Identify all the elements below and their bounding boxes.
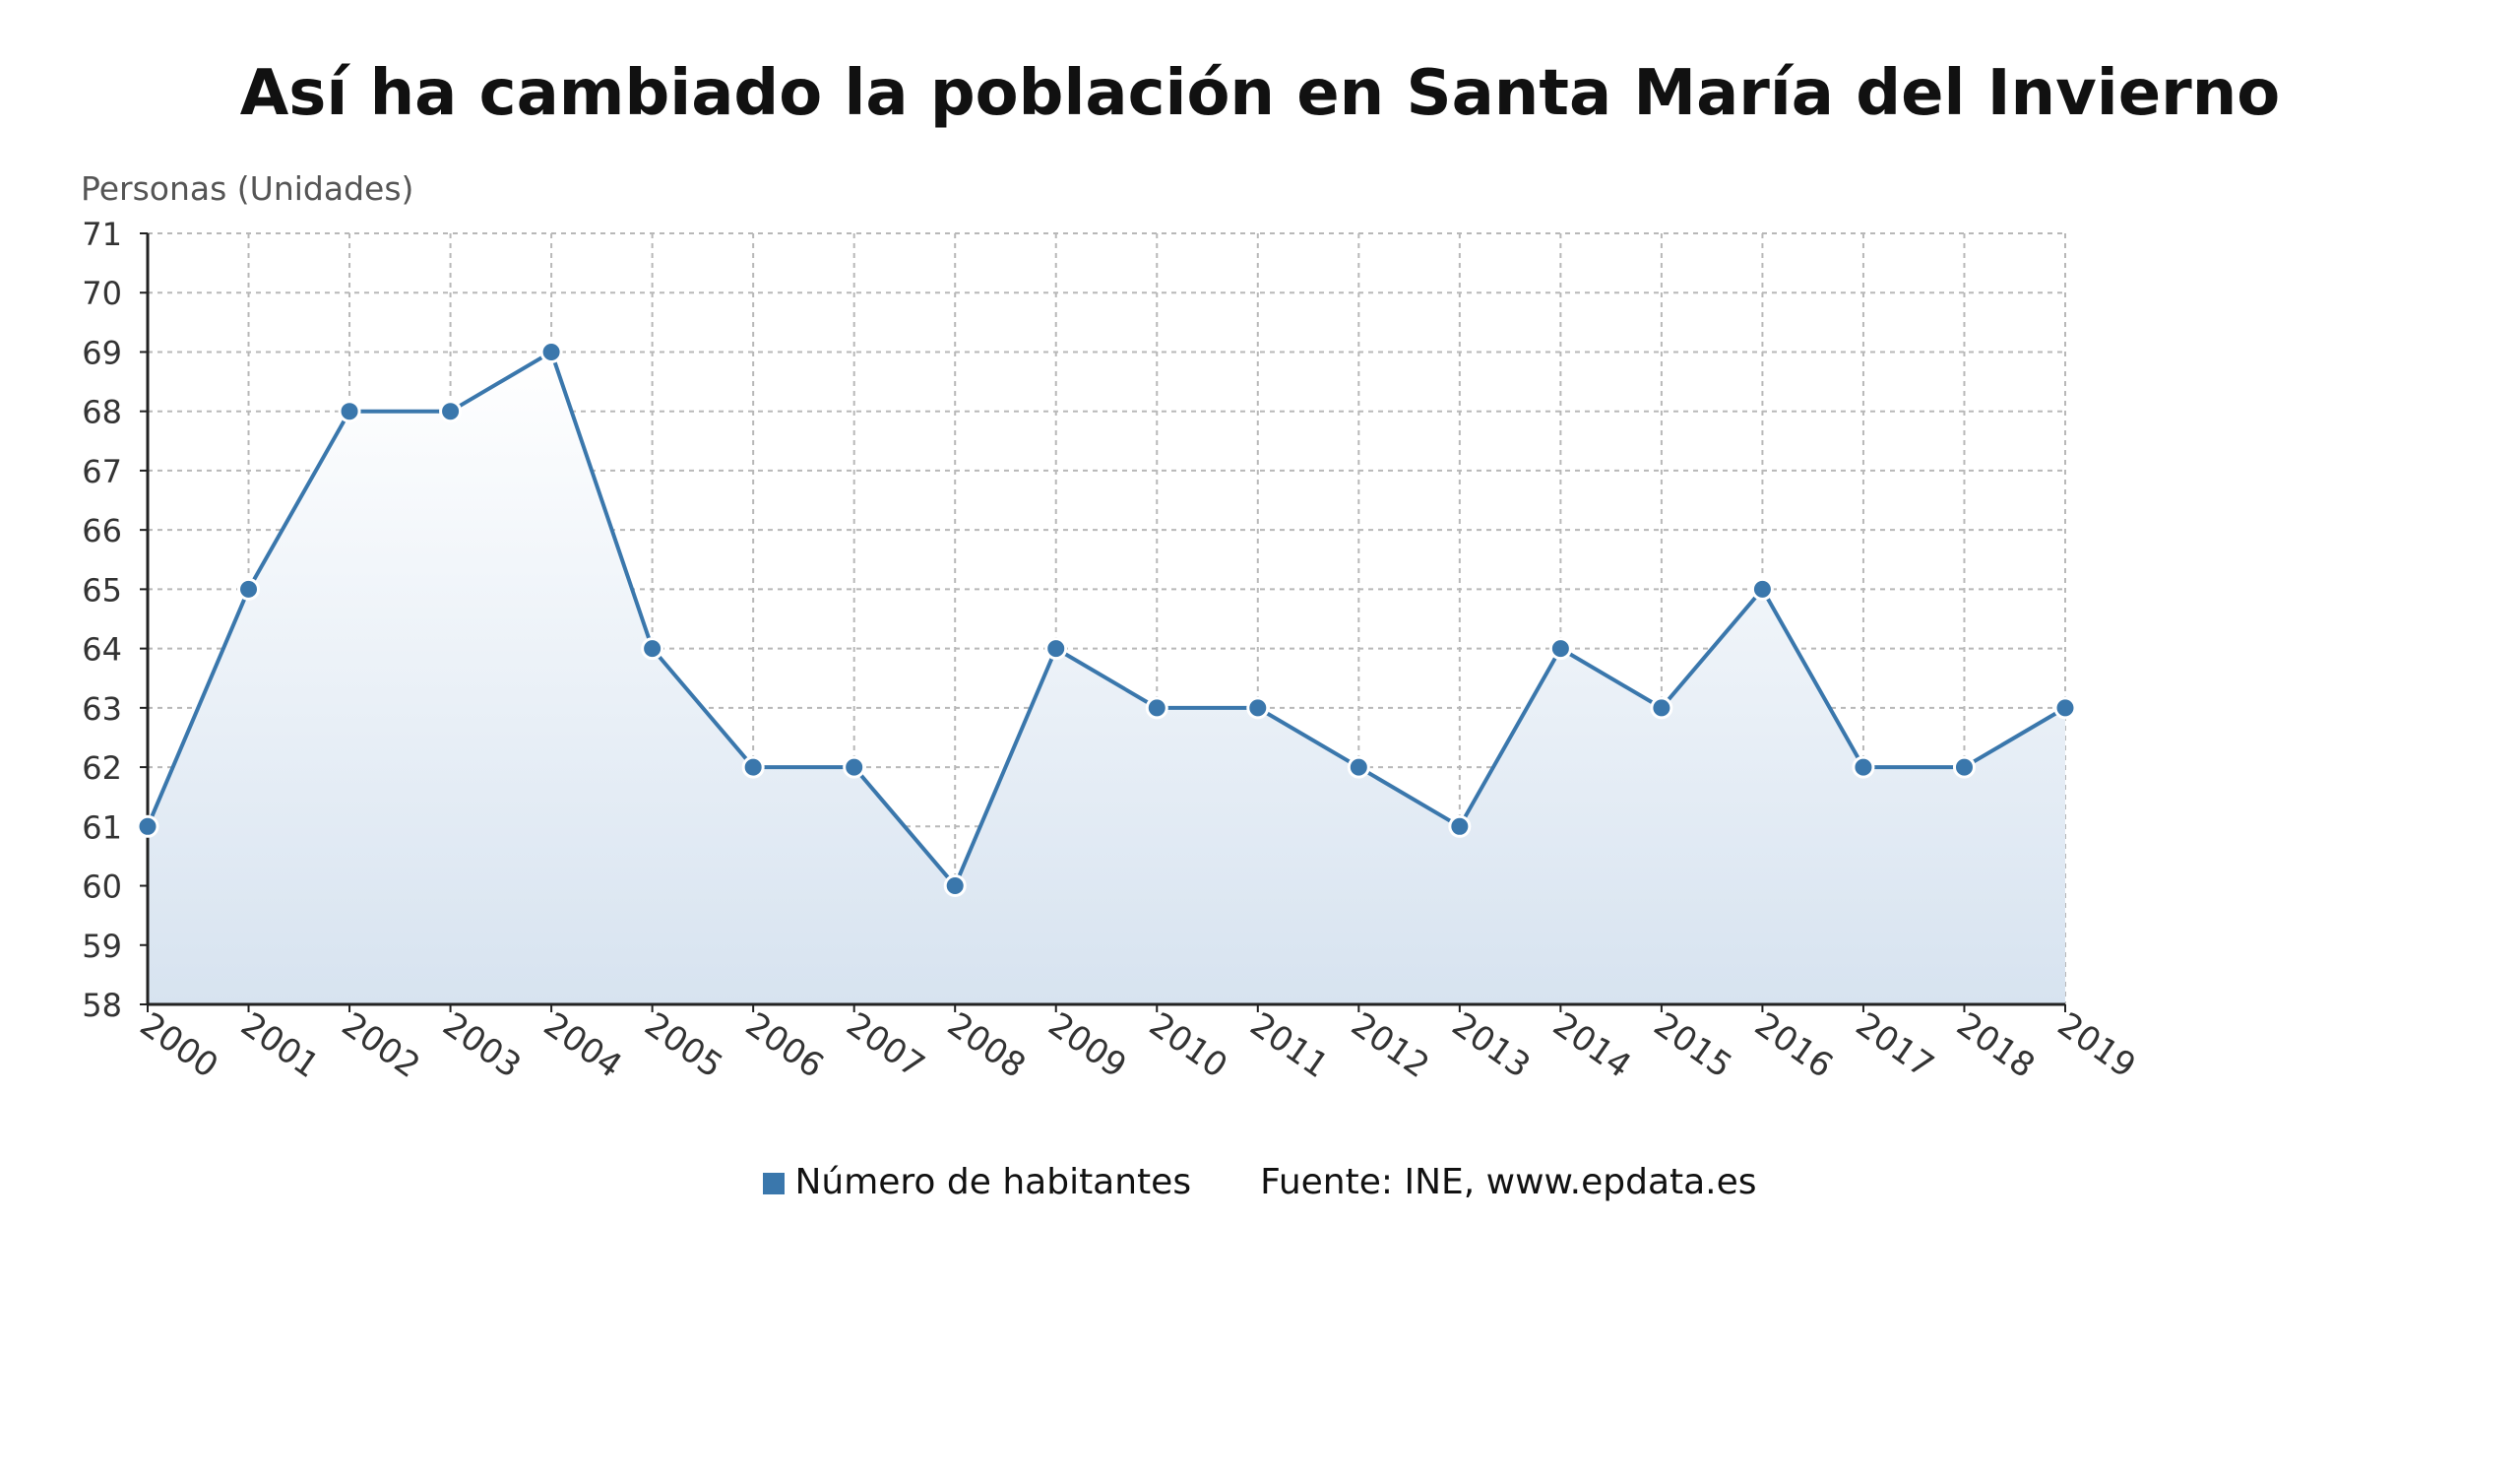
y-tick-label: 59: [82, 928, 122, 965]
data-point[interactable]: [1952, 755, 1976, 779]
series-polyline: [146, 350, 2067, 888]
x-tick-label: 2001: [233, 1005, 326, 1086]
data-points: [136, 340, 2077, 898]
y-tick-label: 62: [82, 749, 122, 787]
x-tick-label: 2015: [1647, 1005, 1739, 1086]
y-tick-label: 65: [82, 571, 122, 609]
data-point[interactable]: [1750, 577, 1774, 601]
data-point[interactable]: [539, 340, 563, 363]
data-point[interactable]: [136, 814, 159, 838]
data-point[interactable]: [439, 400, 463, 423]
x-tick-label: 2007: [840, 1005, 932, 1086]
x-tick-label: 2008: [940, 1005, 1033, 1086]
data-point[interactable]: [1145, 696, 1168, 720]
x-tick-label: 2003: [435, 1005, 528, 1086]
data-point[interactable]: [843, 755, 866, 779]
x-tick-label: 2011: [1243, 1005, 1336, 1086]
data-point[interactable]: [1548, 637, 1572, 661]
x-tick-label: 2013: [1445, 1005, 1538, 1086]
data-point[interactable]: [338, 400, 361, 423]
x-tick-label: 2009: [1041, 1005, 1134, 1086]
y-axis-label: Personas (Unidades): [81, 169, 413, 208]
x-tick-labels: 2000 2001 2002 2003 2004 2005 2006 2007 2008 2009…: [133, 1005, 2143, 1086]
series-line: [146, 350, 2067, 888]
data-point[interactable]: [1852, 755, 1875, 779]
y-tick-label: 58: [82, 987, 122, 1024]
x-tick-label: 2012: [1344, 1005, 1436, 1086]
y-tick-label: 70: [82, 275, 122, 312]
data-point[interactable]: [2053, 696, 2077, 720]
x-tick-label: 2004: [536, 1005, 629, 1086]
data-point[interactable]: [1650, 696, 1673, 720]
x-tick-label: 2006: [738, 1005, 831, 1086]
x-tick-label: 2014: [1545, 1005, 1638, 1086]
y-tick-label: 64: [82, 631, 122, 669]
source-note: Fuente: INE, www.epdata.es: [1260, 1162, 1757, 1202]
y-tick-label: 67: [82, 453, 122, 490]
data-point[interactable]: [1246, 696, 1270, 720]
data-point[interactable]: [1044, 637, 1068, 661]
data-point[interactable]: [1448, 814, 1472, 838]
y-tick-label: 68: [82, 394, 122, 431]
x-tick-label: 2010: [1142, 1005, 1234, 1086]
y-tick-label: 66: [82, 512, 122, 549]
y-tick-labels: 58 59 60 61 62 63 64 65 66 67 68 69 70 71: [82, 216, 122, 1024]
x-tick-label: 2005: [637, 1005, 729, 1086]
data-point[interactable]: [943, 874, 967, 898]
y-tick-label: 60: [82, 869, 122, 906]
legend-swatch: [763, 1173, 786, 1194]
x-tick-label: 2018: [1949, 1005, 2042, 1086]
x-tick-label: 2016: [1747, 1005, 1840, 1086]
y-tick-label: 63: [82, 690, 122, 728]
y-tick-label: 69: [82, 334, 122, 371]
x-tick-label: 2019: [2050, 1005, 2143, 1086]
y-tick-label: 61: [82, 808, 122, 846]
y-tick-label: 71: [82, 216, 122, 253]
data-point[interactable]: [741, 755, 765, 779]
x-tick-label: 2017: [1849, 1005, 1941, 1086]
data-point[interactable]: [641, 637, 664, 661]
data-point[interactable]: [1347, 755, 1370, 779]
legend: Número de habitantes Fuente: INE, www.epd…: [0, 1162, 2520, 1202]
axes: [140, 232, 2066, 1012]
x-tick-label: 2002: [335, 1005, 427, 1086]
data-point[interactable]: [237, 577, 261, 601]
legend-label: Número de habitantes: [794, 1162, 1192, 1202]
x-tick-label: 2000: [133, 1005, 225, 1086]
chart-title: Así ha cambiado la población en Santa Ma…: [239, 57, 2281, 130]
